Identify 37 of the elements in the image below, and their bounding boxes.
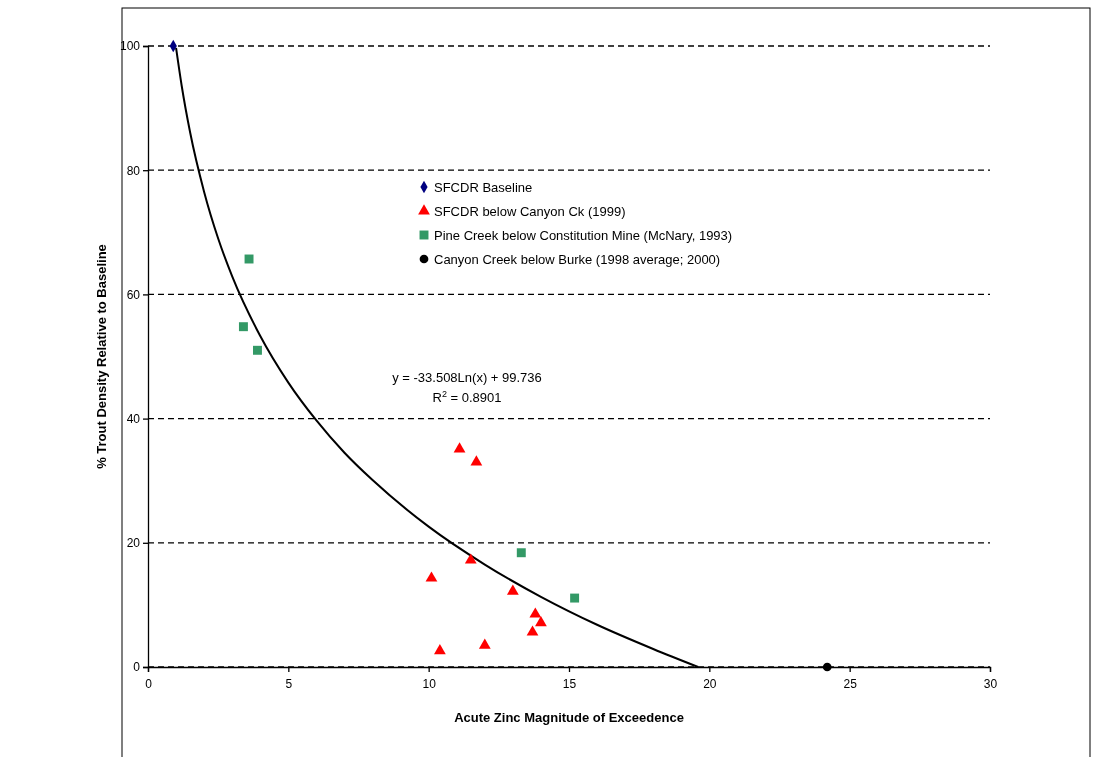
point [478,638,491,649]
point [529,607,542,618]
point [526,625,539,636]
x-tick-label: 20 [703,677,717,692]
y-axis-title: % Trout Density Relative to Baseline [94,244,109,469]
y-tick-label: 20 [126,536,141,551]
point [470,455,483,466]
x-axis-title: Acute Zinc Magnitude of Exceedence [454,710,684,725]
point [244,254,254,264]
x-tick-label: 0 [145,677,153,692]
point [238,322,248,332]
point [506,584,519,595]
y-tick-label: 0 [133,660,141,675]
point [516,548,526,558]
point [535,616,547,627]
annotation: y = -33.508Ln(x) + 99.736 [392,370,542,385]
point [822,662,832,672]
annotation: R$^{2}$ = 0.8901 [432,389,502,405]
legend-label: SFCDR Baseline [434,180,533,195]
point [570,593,580,603]
y-tick-label: 80 [126,163,141,178]
x-tick-label: 5 [285,677,293,692]
y-tick-label: 60 [126,287,141,302]
legend-label: SFCDR below Canyon Ck (1999) [434,204,626,219]
point [252,345,262,355]
legend-label: Canyon Creek below Burke (1998 average; 2000) [434,252,721,267]
y-tick-label: 40 [126,411,141,426]
point [464,553,477,564]
x-tick-label: 10 [422,677,437,692]
point [453,442,466,453]
point [425,571,438,582]
x-tick-label: 30 [983,677,998,692]
y-tick-label: 100 [119,39,141,54]
legend-label: Pine Creek below Constitution Mine (McNary, 1993) [434,228,733,243]
x-tick-label: 25 [843,677,858,692]
x-tick-label: 15 [562,677,577,692]
point [434,644,446,655]
